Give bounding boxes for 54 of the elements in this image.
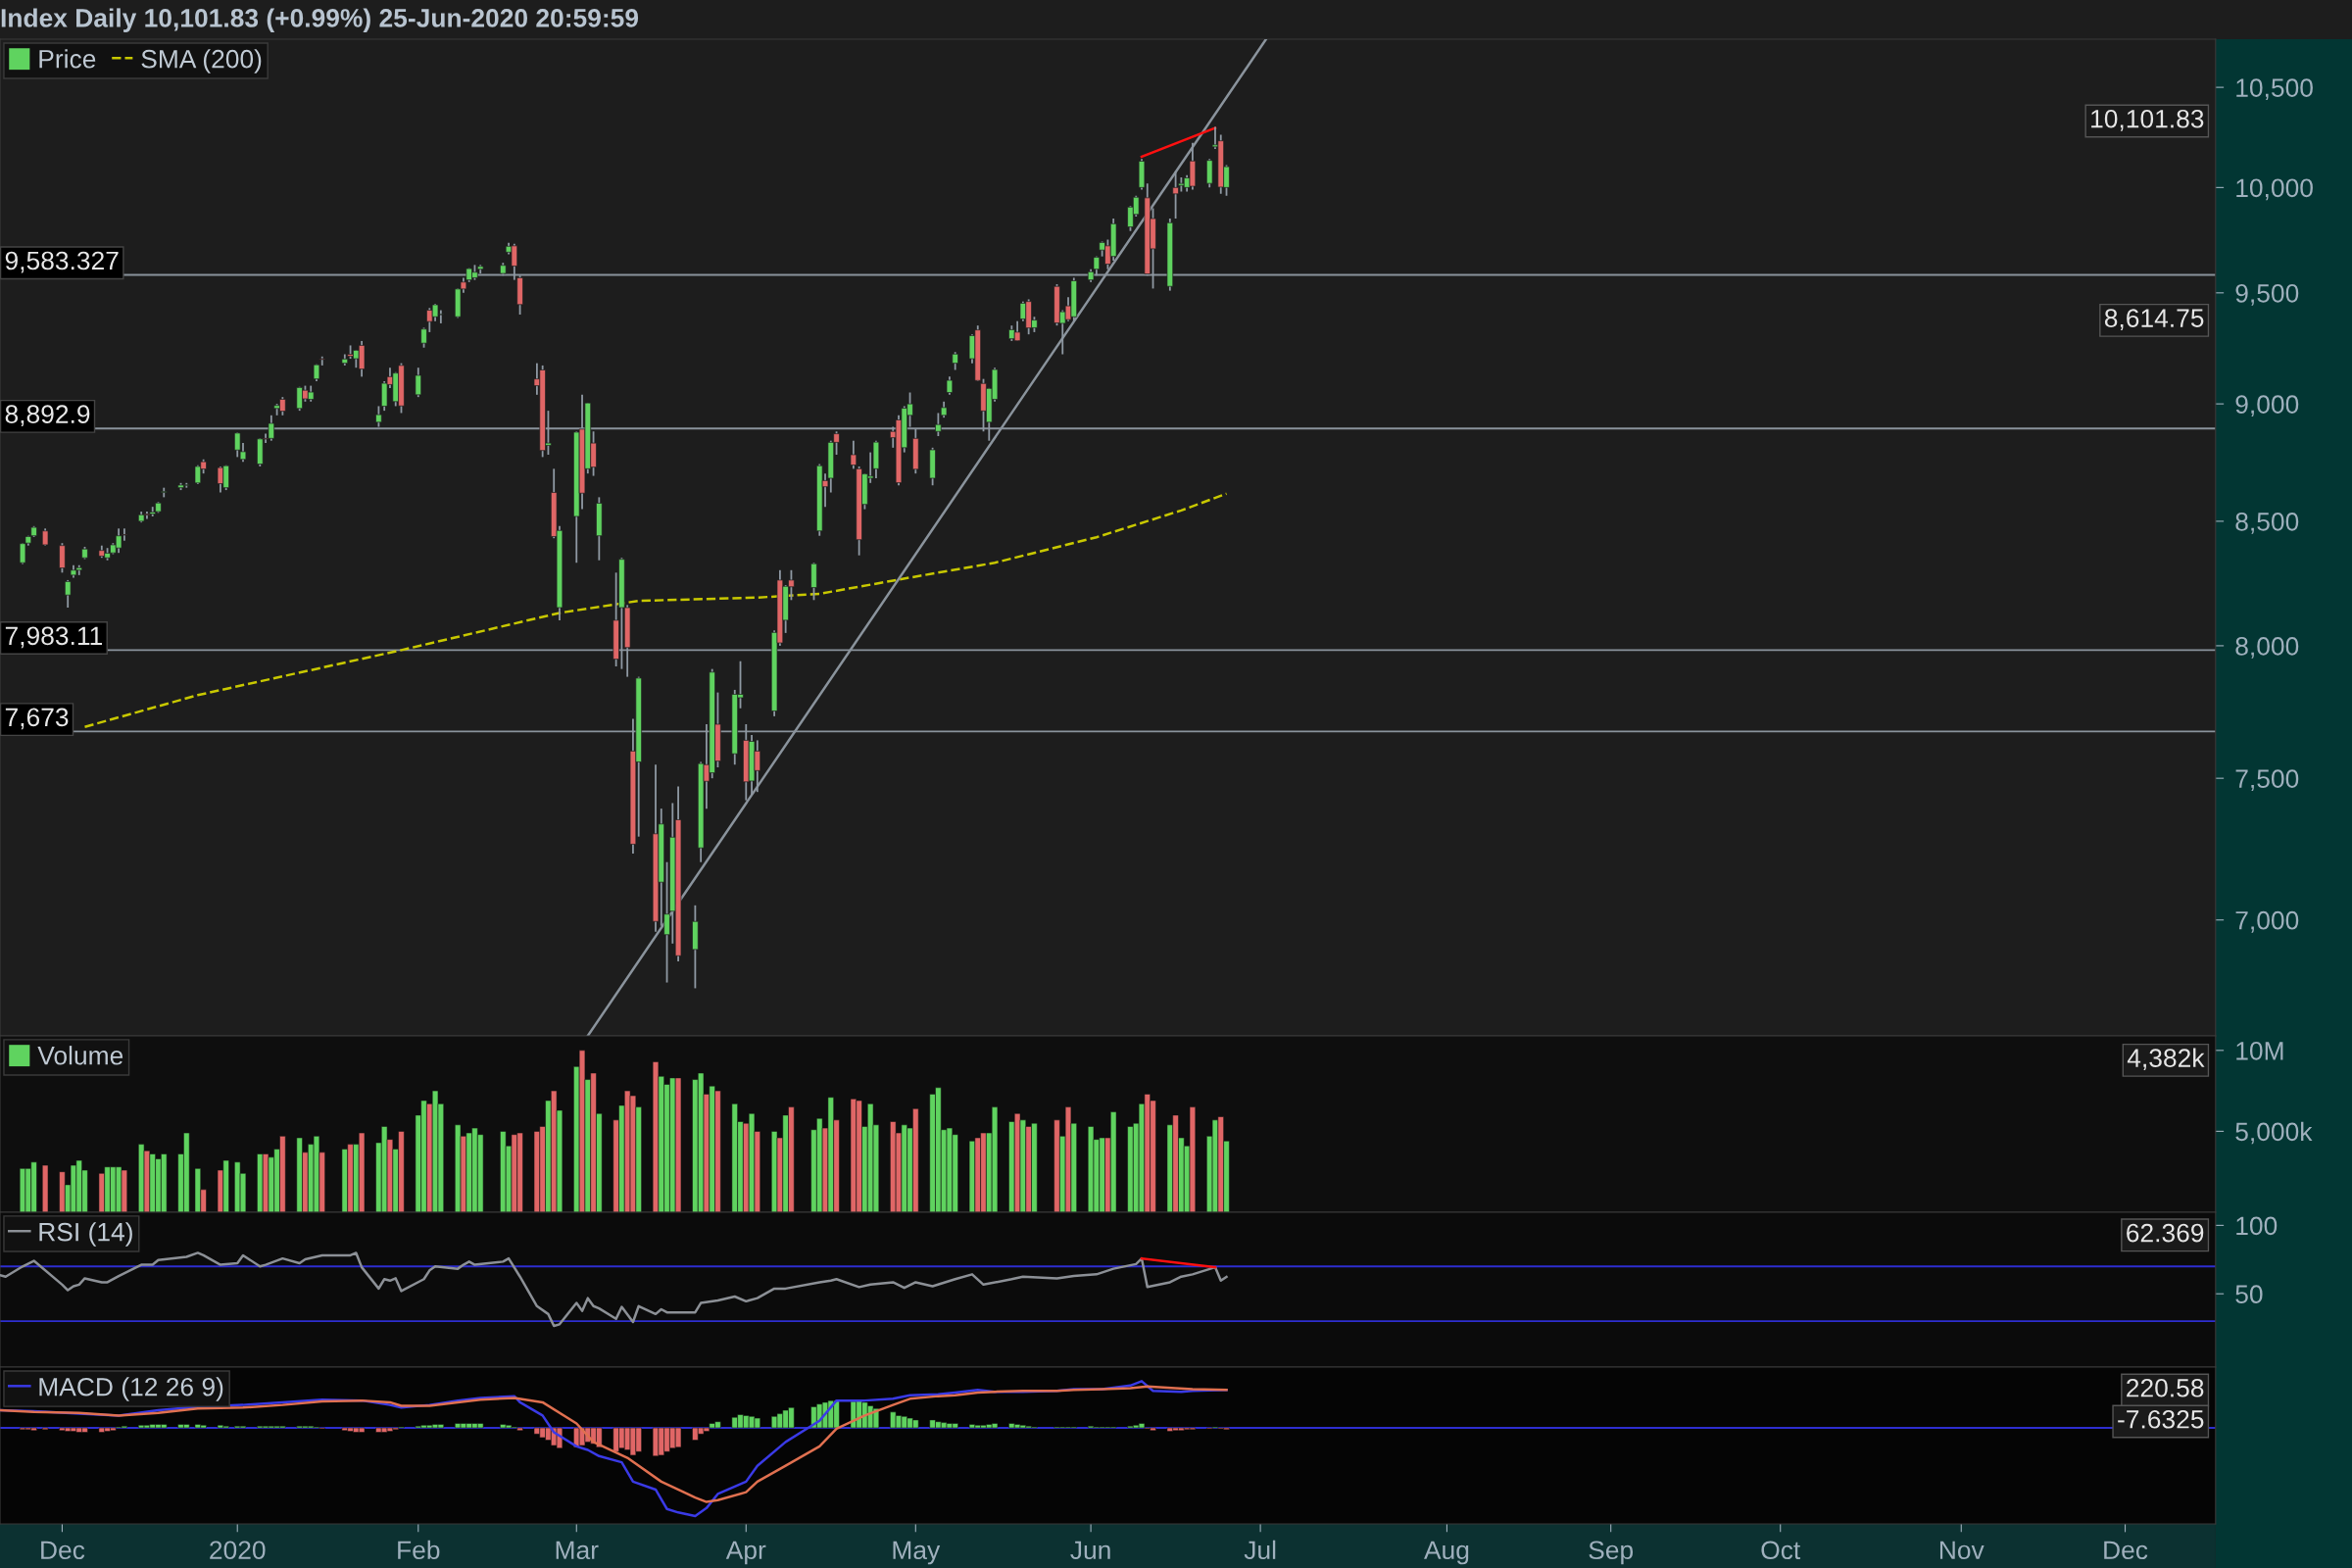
y-tick-label: 50 bbox=[2235, 1285, 2263, 1304]
y-tick-label: 10M bbox=[2236, 1041, 2283, 1060]
y-tick-label: 8,000 bbox=[2235, 637, 2299, 659]
legend-label: SMA (200) bbox=[141, 49, 262, 74]
bar bbox=[59, 1427, 66, 1431]
candlestick bbox=[64, 579, 72, 609]
x-tick-label: May bbox=[893, 1541, 941, 1565]
y-tick-label: 9,500 bbox=[2235, 283, 2299, 306]
ref-line-label: 9,583.327 bbox=[5, 251, 119, 273]
annotation: 62.369 bbox=[2127, 1223, 2204, 1243]
x-tick-label: Nov bbox=[1939, 1541, 1984, 1560]
bar bbox=[454, 1423, 462, 1429]
x-tick-label: Jul bbox=[1244, 1540, 1276, 1560]
candlestick bbox=[1205, 158, 1213, 189]
ref-line-label: 7,673 bbox=[5, 708, 69, 730]
annotation: 8,614.75 bbox=[2104, 309, 2204, 331]
candlestick bbox=[946, 375, 954, 396]
x-tick-label: Mar bbox=[556, 1541, 599, 1560]
annotation: -7.6325 bbox=[2118, 1409, 2204, 1429]
ref-line-label: 8,892.9 bbox=[5, 405, 90, 427]
candlestick bbox=[952, 351, 958, 371]
y-tick-label: 5,000k bbox=[2235, 1121, 2313, 1145]
x-tick-label: Feb bbox=[398, 1540, 440, 1560]
candlestick bbox=[850, 439, 858, 470]
candlestick bbox=[59, 542, 66, 574]
annotation: 220.58 bbox=[2127, 1378, 2204, 1397]
x-tick-label: Oct bbox=[1761, 1541, 1801, 1560]
annotation: 4,382k bbox=[2127, 1048, 2205, 1071]
y-tick-label: 10,500 bbox=[2236, 78, 2313, 101]
x-tick-label: Apr bbox=[725, 1541, 766, 1565]
x-tick-label: 2020 bbox=[210, 1541, 266, 1560]
x-tick-label: Jun bbox=[1070, 1541, 1110, 1560]
legend-label: RSI (14) bbox=[39, 1222, 132, 1247]
chart-title: Index Daily 10,101.83 (+0.99%) 25-Jun-2020 20:59:59 bbox=[1, 8, 639, 32]
legend-label: Volume bbox=[37, 1046, 123, 1065]
y-tick-label: 8,500 bbox=[2235, 513, 2299, 534]
x-tick-label: Dec bbox=[2104, 1541, 2148, 1560]
line-series bbox=[0, 1251, 1228, 1328]
bar bbox=[138, 1425, 145, 1429]
y-tick-label: 7,000 bbox=[2235, 910, 2299, 933]
y-tick-label: 9,000 bbox=[2235, 395, 2299, 417]
ref-line-label: 7,983.11 bbox=[5, 626, 103, 649]
bar bbox=[533, 1427, 541, 1435]
x-tick-label: Aug bbox=[1424, 1541, 1469, 1565]
y-tick-label: 7,500 bbox=[2235, 769, 2299, 792]
annotation: 10,101.83 bbox=[2091, 109, 2204, 131]
candlestick bbox=[415, 367, 422, 399]
legend-label: MACD (12 26 9) bbox=[39, 1377, 223, 1401]
legend-label: Price bbox=[39, 49, 96, 69]
x-tick-label: Sep bbox=[1589, 1541, 1634, 1565]
x-tick-label: Dec bbox=[41, 1541, 85, 1560]
y-tick-label: 100 bbox=[2236, 1216, 2278, 1236]
bar bbox=[968, 1424, 976, 1429]
y-tick-label: 10,000 bbox=[2236, 178, 2313, 201]
